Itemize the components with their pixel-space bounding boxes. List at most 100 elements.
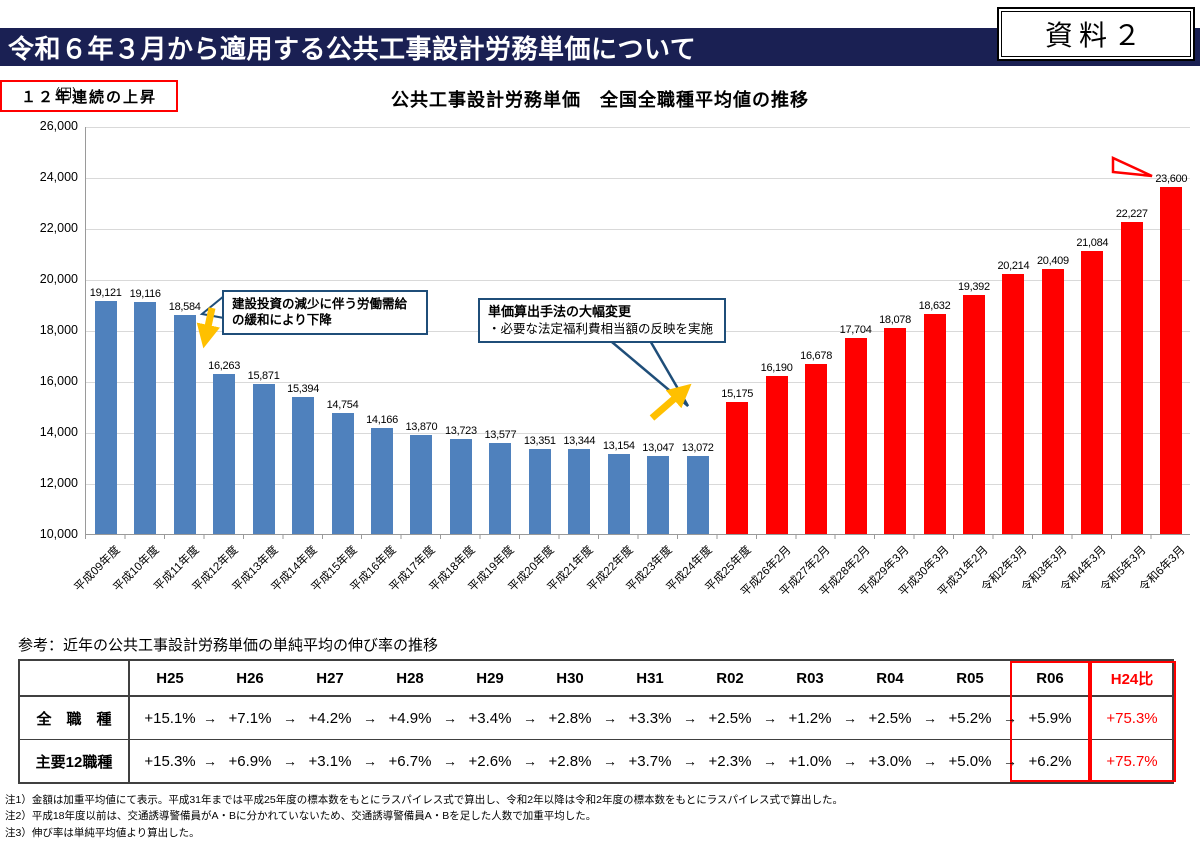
growth-value-cell: +6.9% → — [228, 752, 297, 770]
column-header: H31 — [636, 669, 664, 687]
row-label: 主要12職種 — [20, 740, 130, 782]
arrow-right-icon: → — [763, 710, 777, 726]
column-header: R04 — [876, 669, 904, 687]
annotation-method-change: 単価算出手法の大幅変更 ・必要な法定福利費相当額の反映を実施 — [478, 298, 726, 344]
y-axis-tick-label: 12,000 — [39, 476, 78, 490]
footnote-line: 注2）平成18年度以前は、交通誘導警備員がA・Bに分かれていないため、交通誘導警… — [5, 810, 597, 823]
page-title: 令和６年３月から適用する公共工事設計労務単価について — [8, 33, 697, 64]
arrow-right-icon: → — [363, 710, 377, 726]
bar — [528, 448, 551, 534]
row-label: 全 職 種 — [20, 697, 130, 739]
column-header: H25 — [156, 669, 184, 687]
growth-value-cell: +1.2% → — [788, 709, 857, 727]
arrow-right-icon: → — [443, 753, 457, 769]
column-header: H29 — [476, 669, 504, 687]
bar-value-label: 20,214 — [997, 259, 1030, 272]
bar — [94, 301, 117, 534]
document-number: 資料２ — [1001, 11, 1191, 57]
bar-value-label: 17,704 — [839, 323, 872, 336]
growth-value-cell: +3.3% → — [628, 709, 697, 727]
bar — [607, 453, 630, 534]
y-axis-tick-label: 10,000 — [39, 527, 78, 541]
growth-value-cell: +6.2% — [1028, 752, 1072, 770]
gridline — [86, 433, 1190, 434]
bar-value-label: 13,047 — [642, 442, 675, 455]
arrow-right-icon: → — [603, 710, 617, 726]
arrow-right-icon: → — [283, 753, 297, 769]
bar — [449, 439, 472, 534]
growth-value-cell: +3.0% → — [868, 752, 937, 770]
column-header: R06 — [1036, 669, 1064, 687]
bar-value-label: 23,600 — [1155, 173, 1188, 186]
bar-value-label: 13,072 — [681, 441, 714, 454]
bar — [726, 402, 749, 534]
growth-value-cell: +3.4% → — [468, 709, 537, 727]
bar — [410, 435, 433, 534]
footnote-line: 注3）伸び率は単純平均値より算出した。 — [5, 826, 200, 839]
bar — [173, 315, 196, 534]
bar-value-label: 14,754 — [326, 398, 359, 411]
arrow-right-icon: → — [523, 753, 537, 769]
bar — [884, 328, 906, 534]
gridline — [86, 484, 1190, 485]
bar-value-label: 22,227 — [1115, 208, 1148, 221]
bar — [568, 448, 591, 534]
growth-value-cell: +3.7% → — [628, 752, 697, 770]
bar — [765, 376, 788, 534]
x-axis-ticks — [85, 535, 1190, 539]
growth-value-cell: +2.5% → — [708, 709, 777, 727]
arrow-right-icon: → — [1003, 710, 1017, 726]
growth-value-cell: +2.5% → — [868, 709, 937, 727]
column-header: H27 — [316, 669, 344, 687]
y-axis-tick-label: 16,000 — [39, 374, 78, 388]
growth-value-cell: +5.9% — [1028, 709, 1072, 727]
page-header: 令和６年３月から適用する公共工事設計労務単価について 資料２ — [0, 0, 1200, 68]
growth-rate-table: H25 H26 H27 H28 H29 H30 H31 R02 R03 R04 R05 R06 H24比… — [18, 659, 1176, 784]
y-axis-tick-label: 20,000 — [39, 272, 78, 286]
growth-table-section: 参考：近年の公共工事設計労務単価の単純平均の伸び率の推移 H25 H26 H27 H2… — [0, 634, 1200, 784]
bar-value-label: 16,678 — [800, 349, 833, 362]
growth-value-cell: +2.3% → — [708, 752, 777, 770]
bar — [1002, 273, 1025, 534]
bar — [1041, 268, 1064, 534]
arrow-right-icon: → — [523, 710, 537, 726]
bar — [923, 313, 946, 534]
column-header: H26 — [236, 669, 264, 687]
bar-value-label: 18,078 — [879, 314, 911, 326]
arrow-right-icon: → — [363, 753, 377, 769]
arrow-right-icon: → — [683, 753, 697, 769]
bar-value-label: 13,154 — [602, 439, 635, 452]
bar — [489, 442, 512, 534]
bar-value-label: 20,409 — [1036, 254, 1069, 267]
bar-value-label: 16,263 — [208, 360, 241, 373]
arrow-right-icon: → — [923, 753, 937, 769]
growth-value-cell: +5.0% → — [948, 752, 1017, 770]
column-header: R05 — [956, 669, 984, 687]
table-row: 全 職 種 +15.1% → +7.1% → +4.2% → +4.9% → +3.4% → +2.8… — [20, 697, 1172, 740]
bar — [686, 455, 709, 534]
chart-title: 公共工事設計労務単価 全国全職種平均値の推移 — [391, 90, 809, 110]
bar — [134, 301, 157, 534]
arrow-right-icon: → — [843, 710, 857, 726]
bar-value-label: 19,116 — [129, 287, 161, 300]
y-axis-tick-label: 22,000 — [39, 221, 78, 235]
bar-value-label: 13,344 — [563, 434, 596, 447]
growth-value-cell: +15.3% → — [144, 752, 217, 770]
annotation-method-change-title: 単価算出手法の大幅変更 — [488, 304, 632, 319]
growth-value-cell: +2.6% → — [468, 752, 537, 770]
column-header: R03 — [796, 669, 824, 687]
gridline — [86, 127, 1190, 128]
annotation-method-change-body: ・必要な法定福利費相当額の反映を実施 — [488, 321, 714, 336]
bar — [962, 294, 985, 534]
bar — [331, 412, 354, 534]
bar-value-label: 13,870 — [405, 421, 438, 434]
bar — [252, 384, 275, 534]
annotation-decline: 建設投資の減少に伴う労働需給の緩和により下降 — [222, 290, 428, 335]
bar-value-label: 18,584 — [168, 301, 201, 314]
growth-value-cell: +4.2% → — [308, 709, 377, 727]
growth-value-cell: +6.7% → — [388, 752, 457, 770]
y-axis-tick-label: 24,000 — [39, 170, 78, 184]
growth-value-cell: +5.2% → — [948, 709, 1017, 727]
arrow-right-icon: → — [763, 753, 777, 769]
bar — [1081, 251, 1104, 534]
